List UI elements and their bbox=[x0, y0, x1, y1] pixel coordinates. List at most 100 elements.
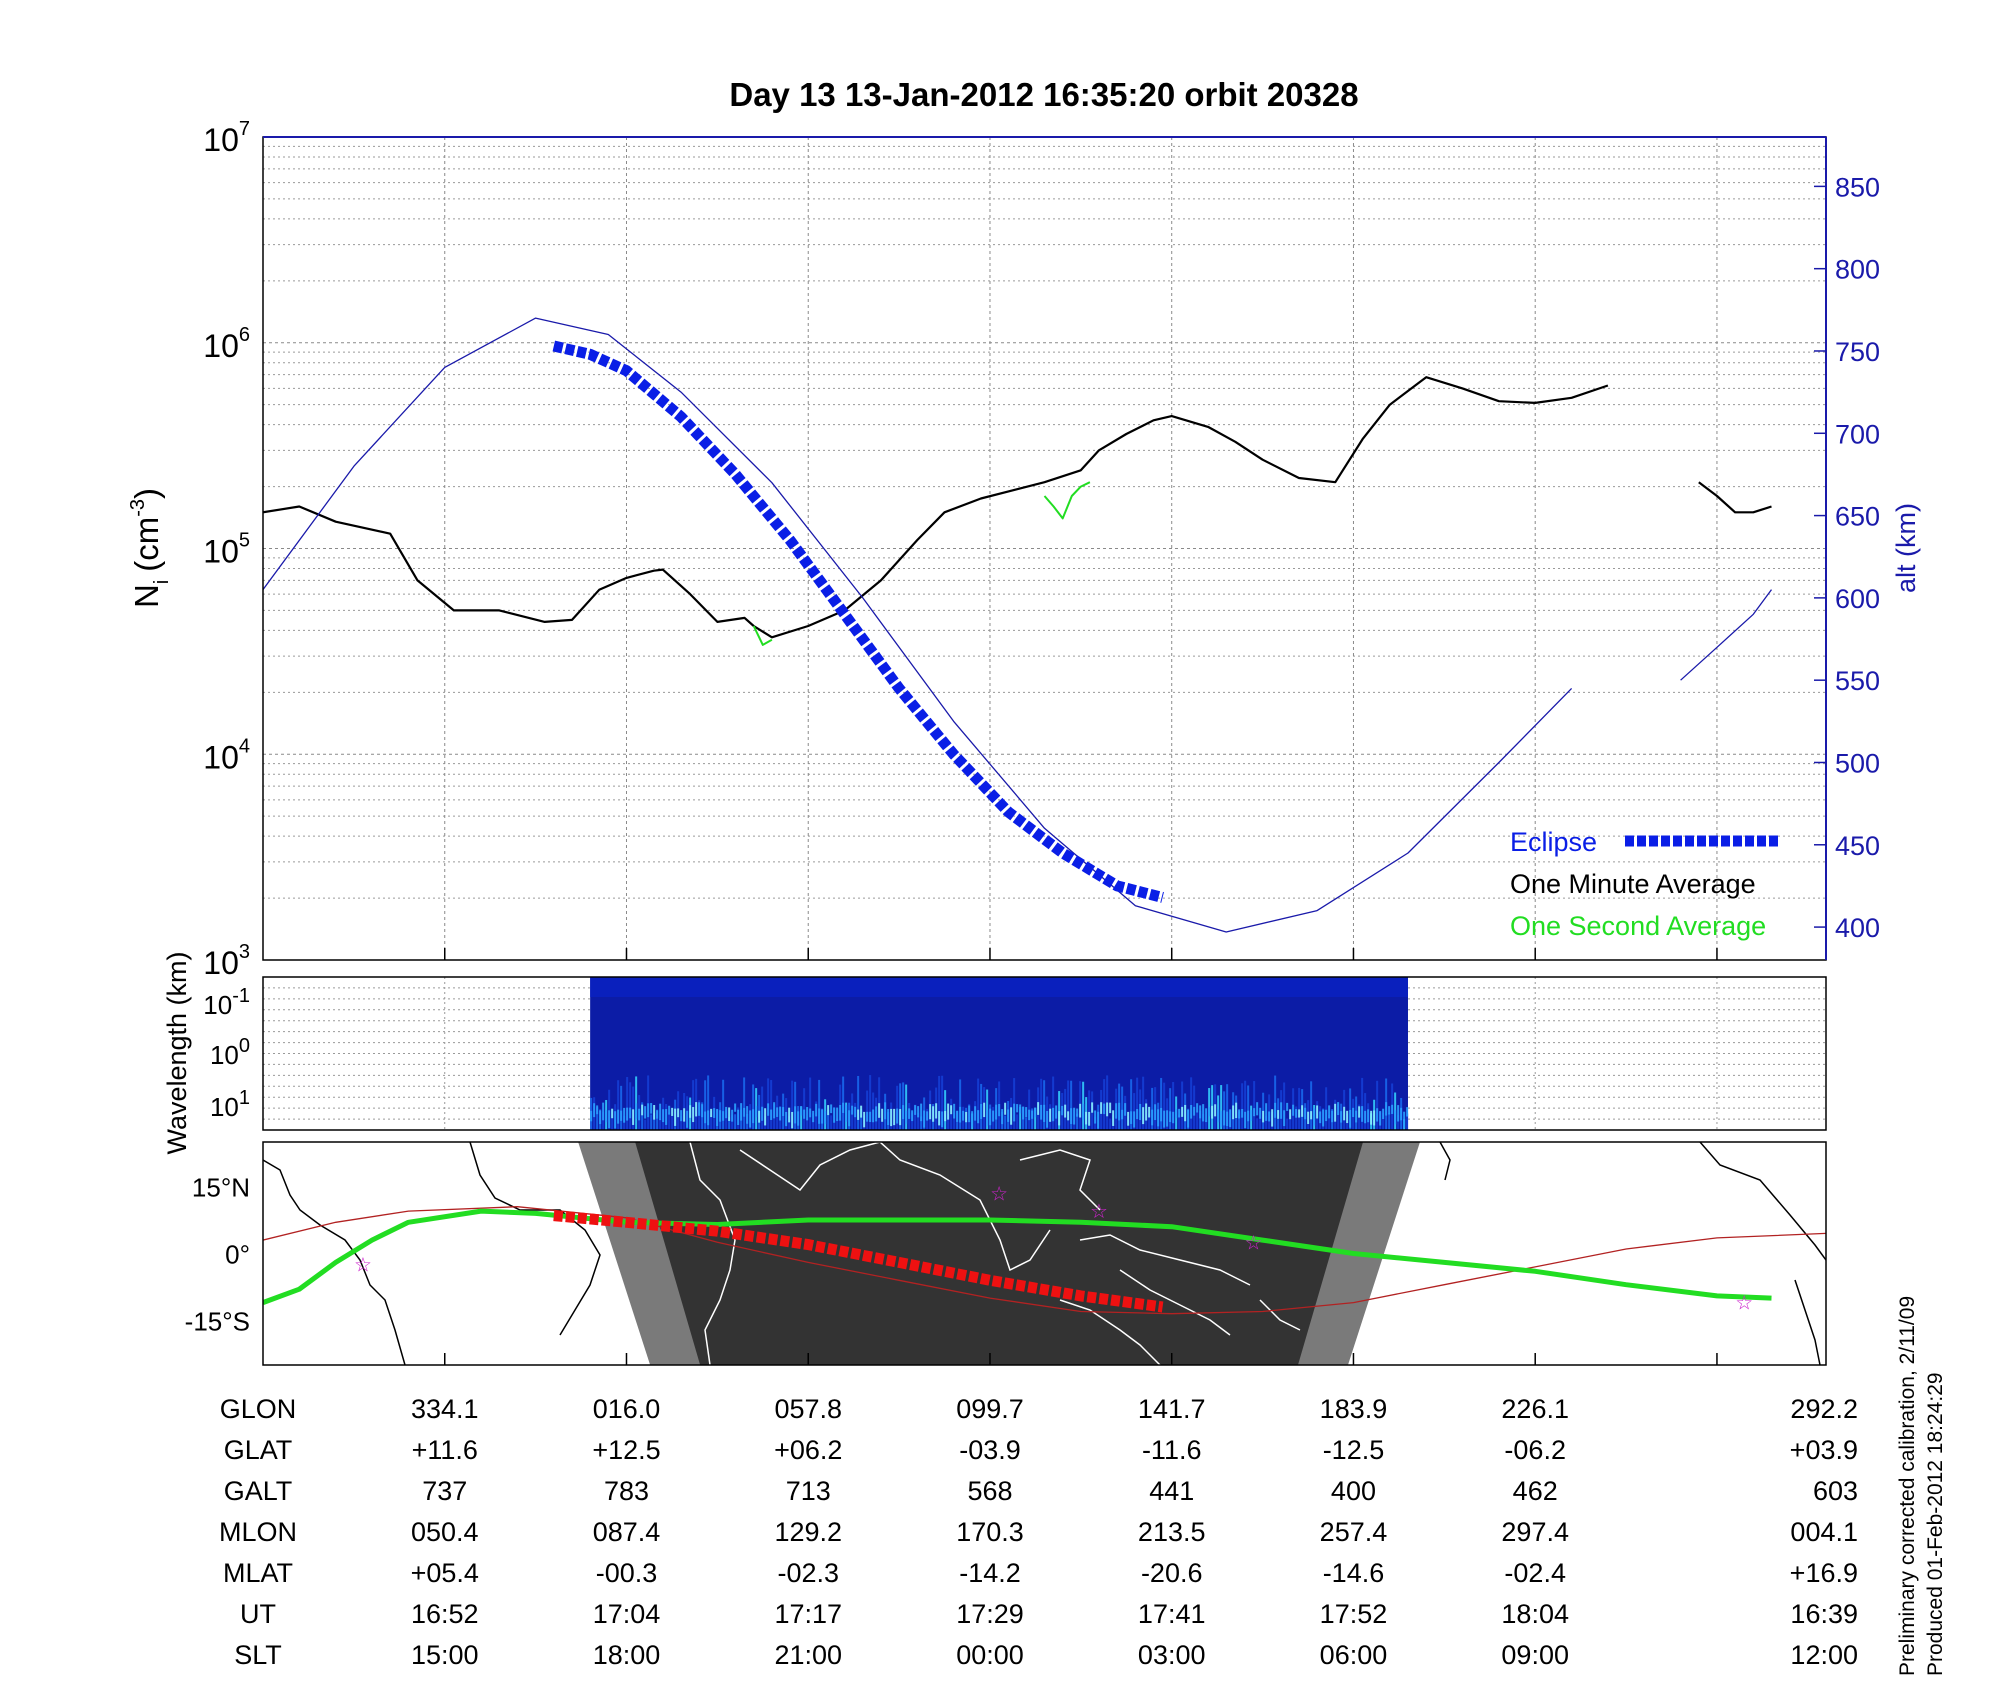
y-tick-label: 103 bbox=[203, 941, 250, 981]
spectrogram-column-bright bbox=[1145, 1103, 1148, 1121]
spectrogram-column-bright bbox=[1217, 1109, 1220, 1123]
spectrogram-column-bright bbox=[650, 1103, 653, 1114]
spectrogram-column-bright bbox=[1289, 1109, 1292, 1120]
spectrogram-column-bright bbox=[1211, 1105, 1214, 1119]
spectrogram-y-tick-label: 10-1 bbox=[203, 985, 250, 1020]
spectrogram-column-bright bbox=[878, 1103, 881, 1118]
spectrogram-column-bright bbox=[644, 1106, 647, 1119]
table-cell: -20.6 bbox=[1141, 1558, 1203, 1588]
spectrogram-column-bright bbox=[656, 1110, 659, 1119]
spectrogram-column bbox=[635, 1076, 638, 1130]
spectrogram-column-bright bbox=[1307, 1111, 1310, 1125]
spectrogram-column bbox=[1004, 1115, 1007, 1130]
spectrogram-column-bright bbox=[1205, 1108, 1208, 1123]
spectrogram-column-bright bbox=[800, 1106, 803, 1116]
coastline-light bbox=[1119, 1269, 1231, 1336]
table-cell: 783 bbox=[604, 1476, 649, 1506]
spectrogram-column-bright bbox=[1031, 1110, 1034, 1119]
spectrogram-column-bright bbox=[1052, 1107, 1055, 1122]
legend-one-minute: One Minute Average bbox=[1510, 869, 1756, 899]
eclipse-track bbox=[553, 1210, 1164, 1313]
spectrogram-column-bright bbox=[1058, 1111, 1061, 1126]
table-cell: 292.2 bbox=[1790, 1394, 1858, 1424]
ni-axis-label: Ni (cm-3) bbox=[127, 488, 173, 608]
spectrogram-column-bright bbox=[872, 1109, 875, 1123]
spectrogram-column-bright bbox=[1337, 1102, 1340, 1116]
spectrogram-column-bright bbox=[1364, 1110, 1367, 1124]
spectrogram-column-bright bbox=[866, 1111, 869, 1122]
spectrogram-column bbox=[1142, 1076, 1145, 1130]
spectrogram-column-bright bbox=[1022, 1106, 1025, 1120]
spectrogram-column-bright bbox=[1238, 1109, 1241, 1119]
table-cell: 17:04 bbox=[593, 1599, 661, 1629]
spectrogram-column-bright bbox=[647, 1103, 650, 1118]
main-grid bbox=[263, 137, 1826, 961]
y-tick-exp: 3 bbox=[239, 941, 250, 963]
spectrogram-column-bright bbox=[893, 1108, 896, 1126]
spectrogram-column-bright bbox=[803, 1109, 806, 1119]
spectrogram-column-bright bbox=[1193, 1106, 1196, 1116]
spectrogram-column-bright bbox=[1391, 1104, 1394, 1114]
spectrogram-column-bright bbox=[728, 1107, 731, 1121]
spectrogram-column bbox=[680, 1116, 683, 1130]
spectrogram-column-bright bbox=[671, 1107, 674, 1116]
alt-ticks: 400 450 500 550 600 650 700 750 800 850 bbox=[1814, 172, 1880, 943]
spectrogram-column-bright bbox=[1106, 1102, 1109, 1117]
spectrogram-column-bright bbox=[653, 1105, 656, 1120]
spectrogram-column bbox=[1220, 1085, 1223, 1130]
spectrogram-column-bright bbox=[998, 1104, 1001, 1117]
spectrogram-column-bright bbox=[1175, 1109, 1178, 1119]
alt-tick-label: 800 bbox=[1835, 255, 1880, 285]
spectrogram-column-bright bbox=[1241, 1108, 1244, 1118]
spectrogram-column bbox=[1190, 1077, 1193, 1130]
spectrogram-column-bright bbox=[704, 1111, 707, 1124]
spectrogram-column bbox=[881, 1119, 884, 1130]
spectrogram-column-bright bbox=[881, 1108, 884, 1122]
spectrogram-column-bright bbox=[626, 1107, 629, 1121]
spectrogram-column-bright bbox=[1034, 1107, 1037, 1118]
spectrogram-column-bright bbox=[1277, 1110, 1280, 1119]
table-cell: 568 bbox=[967, 1476, 1012, 1506]
spectrogram-column-bright bbox=[773, 1102, 776, 1119]
spectrogram-column bbox=[896, 1085, 899, 1130]
table-cell: 21:00 bbox=[774, 1640, 842, 1670]
table-cell: -11.6 bbox=[1142, 1435, 1202, 1465]
spectrogram-column bbox=[1337, 1103, 1340, 1130]
spectrogram-column bbox=[1163, 1082, 1166, 1130]
table-cell: 099.7 bbox=[956, 1394, 1024, 1424]
table-cell: 17:17 bbox=[774, 1599, 842, 1629]
spectrogram-column-bright bbox=[869, 1111, 872, 1123]
table-cell: 004.1 bbox=[1790, 1517, 1858, 1547]
spectrogram-column-bright bbox=[1262, 1110, 1265, 1123]
table-cell: 400 bbox=[1331, 1476, 1376, 1506]
spectrogram-column bbox=[710, 1110, 713, 1130]
table-cell: +06.2 bbox=[774, 1435, 842, 1465]
spectrogram-column-bright bbox=[1214, 1104, 1217, 1117]
spectrogram-column bbox=[617, 1080, 620, 1130]
table-cell: 06:00 bbox=[1320, 1640, 1388, 1670]
table-cell: -02.3 bbox=[777, 1558, 839, 1588]
y-tick-base: 10 bbox=[203, 739, 239, 775]
spectrogram-column bbox=[620, 1085, 623, 1130]
spectrogram-column bbox=[704, 1080, 707, 1130]
spectrogram-column-bright bbox=[1223, 1110, 1226, 1126]
y-tick-exp: 4 bbox=[239, 735, 250, 757]
spectrogram-column-bright bbox=[1397, 1105, 1400, 1122]
spectrogram-column-bright bbox=[962, 1110, 965, 1121]
spectrogram-column-bright bbox=[1280, 1102, 1283, 1119]
spectrogram-column-bright bbox=[677, 1108, 680, 1118]
spectrogram-column bbox=[920, 1116, 923, 1130]
spectrogram-data bbox=[590, 977, 1409, 1130]
spectrogram-column bbox=[917, 1112, 920, 1130]
table-row-label: GLAT bbox=[224, 1435, 293, 1465]
table-cell: +05.4 bbox=[411, 1558, 479, 1588]
spectrogram-column-bright bbox=[725, 1106, 728, 1119]
spectrogram-column-bright bbox=[944, 1111, 947, 1122]
spectrogram-column-bright bbox=[824, 1110, 827, 1124]
spectrogram-column-bright bbox=[740, 1103, 743, 1121]
ni-axis-label-close: ) bbox=[128, 488, 165, 499]
spectrogram-column-bright bbox=[1043, 1104, 1046, 1122]
spectrogram-column-bright bbox=[1286, 1102, 1289, 1111]
spectrogram-column bbox=[611, 1109, 614, 1130]
spectrogram-column bbox=[911, 1112, 914, 1130]
